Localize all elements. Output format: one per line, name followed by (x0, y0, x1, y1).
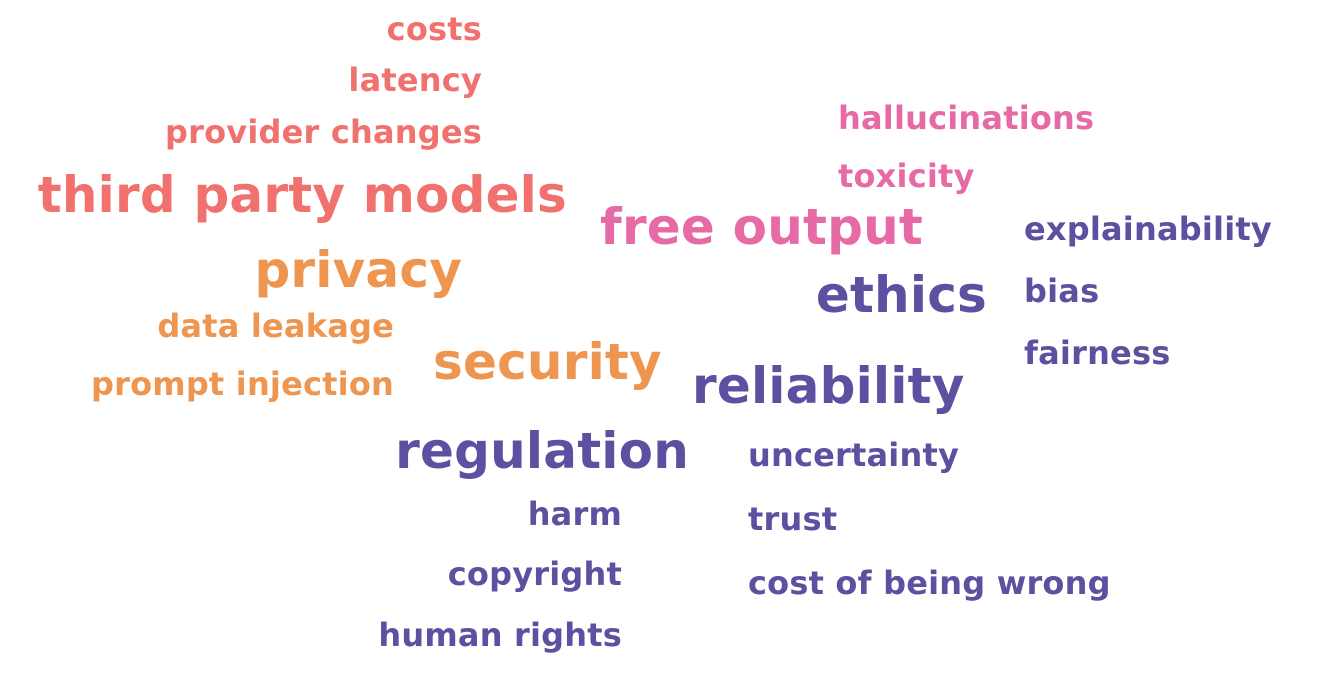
word-security: security (433, 333, 662, 391)
word-trust: trust (748, 500, 838, 538)
word-provider-changes: provider changes (164, 113, 482, 151)
word-costs: costs (386, 10, 482, 48)
word-uncertainty: uncertainty (748, 436, 960, 474)
word-privacy: privacy (254, 241, 462, 299)
word-bias: bias (1024, 272, 1100, 310)
word-toxicity: toxicity (838, 157, 975, 195)
word-regulation: regulation (395, 422, 689, 480)
word-free-output: free output (600, 198, 923, 256)
word-third-party-models: third party models (37, 166, 567, 224)
word-reliability: reliability (692, 357, 965, 415)
word-copyright: copyright (447, 555, 622, 593)
word-data-leakage: data leakage (157, 307, 394, 345)
word-latency: latency (348, 61, 482, 99)
word-harm: harm (527, 495, 622, 533)
word-ethics: ethics (815, 266, 987, 324)
word-human-rights: human rights (378, 616, 622, 654)
word-prompt-injection: prompt injection (91, 365, 394, 403)
word-explainability: explainability (1024, 210, 1272, 248)
word-hallucinations: hallucinations (838, 99, 1095, 137)
word-cost-of-being-wrong: cost of being wrong (748, 564, 1111, 602)
word-fairness: fairness (1024, 334, 1171, 372)
